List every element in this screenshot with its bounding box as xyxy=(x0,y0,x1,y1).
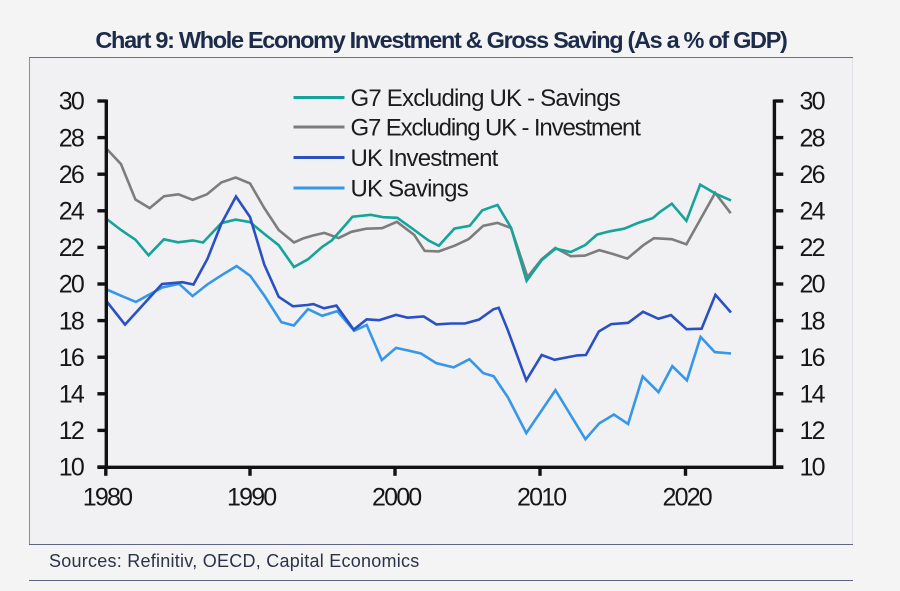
svg-text:22: 22 xyxy=(800,234,825,262)
svg-text:20: 20 xyxy=(59,271,84,299)
svg-text:26: 26 xyxy=(59,161,84,189)
svg-text:12: 12 xyxy=(59,417,84,445)
svg-text:10: 10 xyxy=(59,454,84,482)
svg-text:2010: 2010 xyxy=(517,483,566,511)
svg-text:22: 22 xyxy=(59,234,84,262)
svg-text:10: 10 xyxy=(800,454,825,482)
svg-text:UK Savings: UK Savings xyxy=(351,176,469,203)
svg-text:1990: 1990 xyxy=(227,483,276,511)
svg-text:14: 14 xyxy=(59,381,85,409)
svg-text:2020: 2020 xyxy=(662,483,711,511)
svg-text:20: 20 xyxy=(800,271,825,299)
svg-text:2000: 2000 xyxy=(372,483,421,511)
svg-text:16: 16 xyxy=(59,344,84,372)
svg-text:G7 Excluding UK - Savings: G7 Excluding UK - Savings xyxy=(351,85,621,112)
svg-text:30: 30 xyxy=(800,88,825,116)
svg-text:26: 26 xyxy=(800,161,825,189)
svg-text:G7 Excluding UK - Investment: G7 Excluding UK - Investment xyxy=(351,115,642,142)
svg-text:24: 24 xyxy=(59,198,85,226)
svg-text:12: 12 xyxy=(800,417,825,445)
svg-text:14: 14 xyxy=(800,381,826,409)
svg-text:28: 28 xyxy=(800,124,825,152)
svg-text:16: 16 xyxy=(800,344,825,372)
svg-text:18: 18 xyxy=(800,307,825,335)
svg-text:30: 30 xyxy=(59,88,84,116)
svg-text:18: 18 xyxy=(59,307,84,335)
svg-text:UK Investment: UK Investment xyxy=(351,145,499,172)
svg-text:24: 24 xyxy=(800,198,826,226)
svg-text:1980: 1980 xyxy=(83,483,132,511)
svg-text:28: 28 xyxy=(59,124,84,152)
